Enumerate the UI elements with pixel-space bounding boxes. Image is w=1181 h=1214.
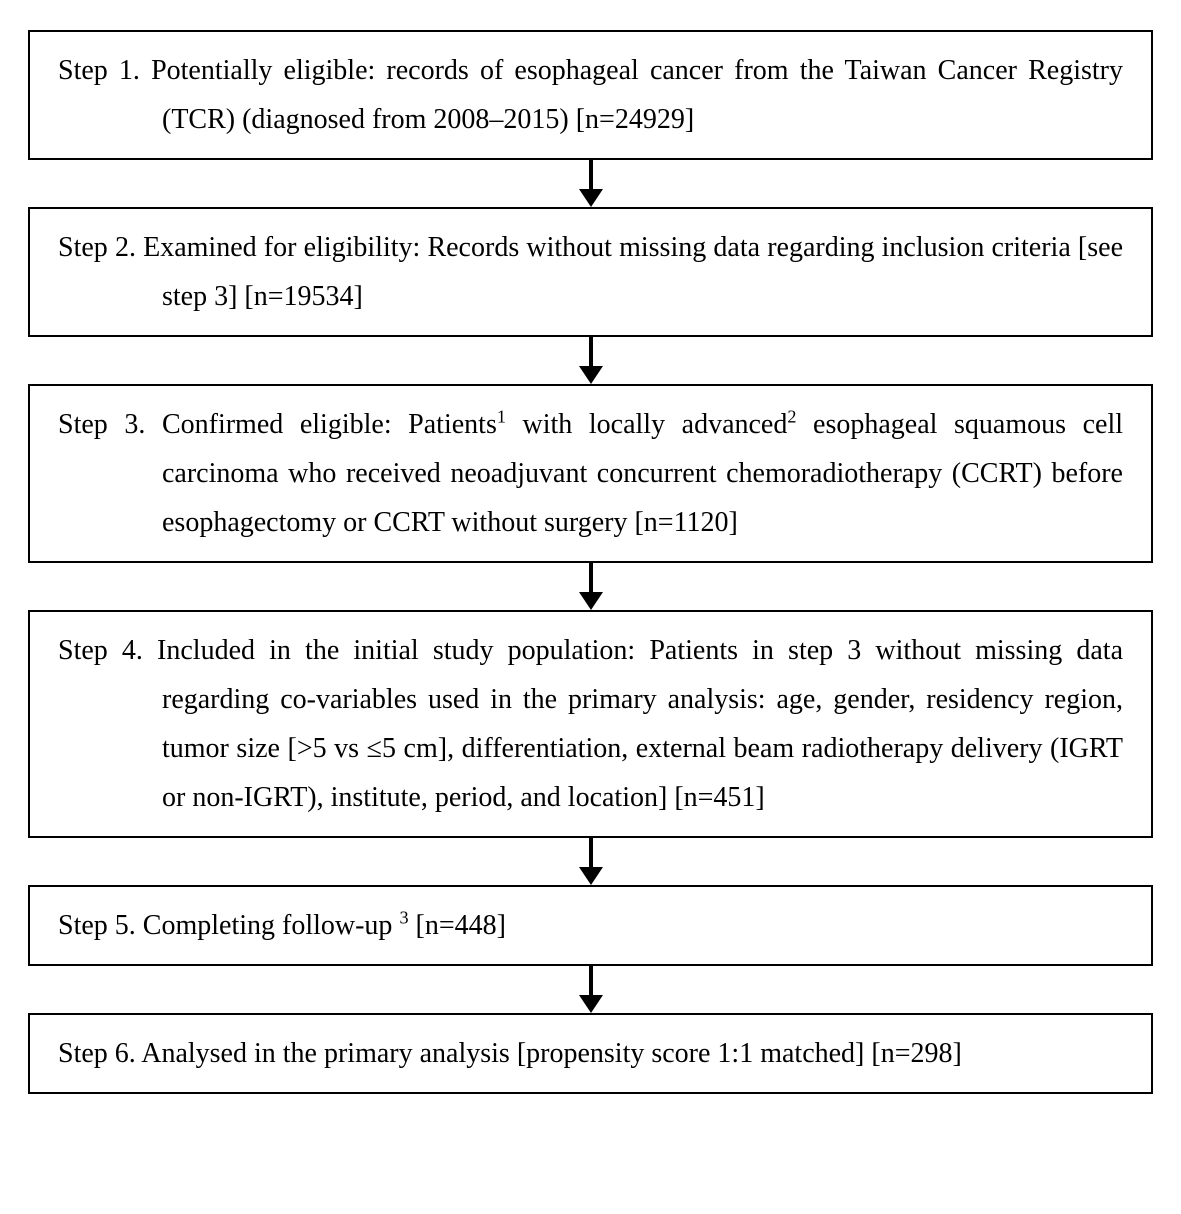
step-text: Included in the initial study population… [157, 635, 1123, 813]
flow-step-4: Step 4. Included in the initial study po… [28, 610, 1153, 838]
flow-arrow [579, 337, 603, 384]
flowchart-container: Step 1. Potentially eligible: records of… [28, 30, 1153, 1094]
arrow-head-icon [579, 366, 603, 384]
step-label: Step 3. [58, 409, 162, 440]
flow-step-6: Step 6. Analysed in the primary analysis… [28, 1013, 1153, 1094]
step-text: Confirmed eligible: Patients1 with local… [162, 409, 1123, 538]
arrow-head-icon [579, 189, 603, 207]
step-text: Analysed in the primary analysis [propen… [141, 1038, 962, 1069]
step-label: Step 1. [58, 55, 151, 86]
arrow-shaft [589, 563, 593, 593]
step-text: Examined for eligibility: Records withou… [143, 232, 1123, 312]
arrow-head-icon [579, 867, 603, 885]
flow-step-5: Step 5. Completing follow-up 3 [n=448] [28, 885, 1153, 966]
flow-step-3: Step 3. Confirmed eligible: Patients1 wi… [28, 384, 1153, 563]
step-label: Step 6. [58, 1038, 141, 1069]
arrow-head-icon [579, 995, 603, 1013]
flow-arrow [579, 563, 603, 610]
step-label: Step 5. [58, 910, 143, 941]
step-text: Completing follow-up 3 [n=448] [143, 910, 506, 941]
arrow-shaft [589, 160, 593, 190]
flow-arrow [579, 966, 603, 1013]
step-text: Potentially eligible: records of esophag… [151, 55, 1123, 135]
arrow-shaft [589, 337, 593, 367]
arrow-shaft [589, 966, 593, 996]
arrow-head-icon [579, 592, 603, 610]
flow-step-1: Step 1. Potentially eligible: records of… [28, 30, 1153, 160]
flow-arrow [579, 160, 603, 207]
step-label: Step 2. [58, 232, 143, 263]
flow-arrow [579, 838, 603, 885]
step-label: Step 4. [58, 635, 157, 666]
flow-step-2: Step 2. Examined for eligibility: Record… [28, 207, 1153, 337]
arrow-shaft [589, 838, 593, 868]
